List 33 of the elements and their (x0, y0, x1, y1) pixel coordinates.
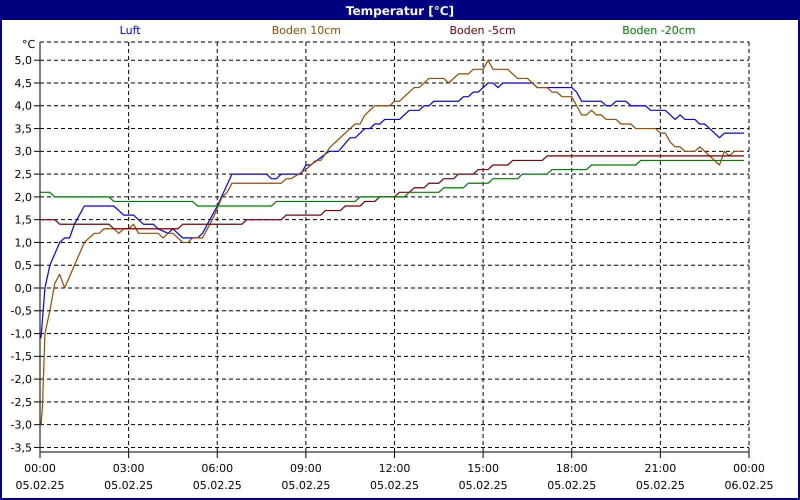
y-tick-label: 2,5 (14, 168, 32, 182)
chart-title: Temperatur [°C] (2, 2, 798, 20)
x-tick-label: 18:00 05.02.25 (547, 462, 596, 492)
y-tick-label: 2,0 (14, 190, 32, 204)
y-tick-label: 4,5 (14, 76, 32, 90)
y-tick-label: -3,5 (10, 441, 32, 454)
x-tick-label: 00:00 05.02.25 (16, 462, 64, 492)
x-tick-label: 12:00 05.02.25 (370, 462, 419, 492)
y-tick-label: 4,0 (14, 100, 32, 113)
y-tick-label: -2,0 (10, 373, 32, 386)
x-tick-label: 15:00 05.02.25 (458, 462, 508, 492)
text: Boden 10cm (270, 24, 342, 37)
text: Luft (118, 24, 142, 37)
y-tick-label: -1,0 (10, 327, 32, 340)
x-tick-label: 21:00 05.02.25 (636, 462, 685, 492)
x-tick-label: 06:00 05.02.25 (192, 462, 242, 492)
y-tick-label: 5,0 (14, 54, 32, 68)
y-tick-label: -3,0 (10, 418, 32, 432)
y-tick-label: 3,5 (14, 122, 32, 136)
x-tick-label: 00:00 06.02.25 (724, 462, 774, 492)
y-tick-label: 3,0 (14, 145, 32, 158)
y-tick-label: -1,5 (10, 350, 32, 364)
text: Boden -20cm (621, 24, 696, 37)
x-tick-label: 09:00 05.02.25 (281, 462, 330, 492)
y-tick-label: -0,5 (10, 304, 32, 318)
x-tick-label: 03:00 05.02.25 (104, 462, 154, 492)
y-tick-label: -2,5 (10, 396, 32, 409)
y-tick-label: 1,5 (14, 214, 32, 227)
y-tick-label: 0,0 (14, 282, 32, 295)
y-tick-label: 1,0 (14, 236, 32, 250)
y-axis-title: °C (22, 38, 36, 51)
y-tick-label: 0,5 (14, 259, 32, 272)
text: Boden -5cm (448, 24, 517, 37)
